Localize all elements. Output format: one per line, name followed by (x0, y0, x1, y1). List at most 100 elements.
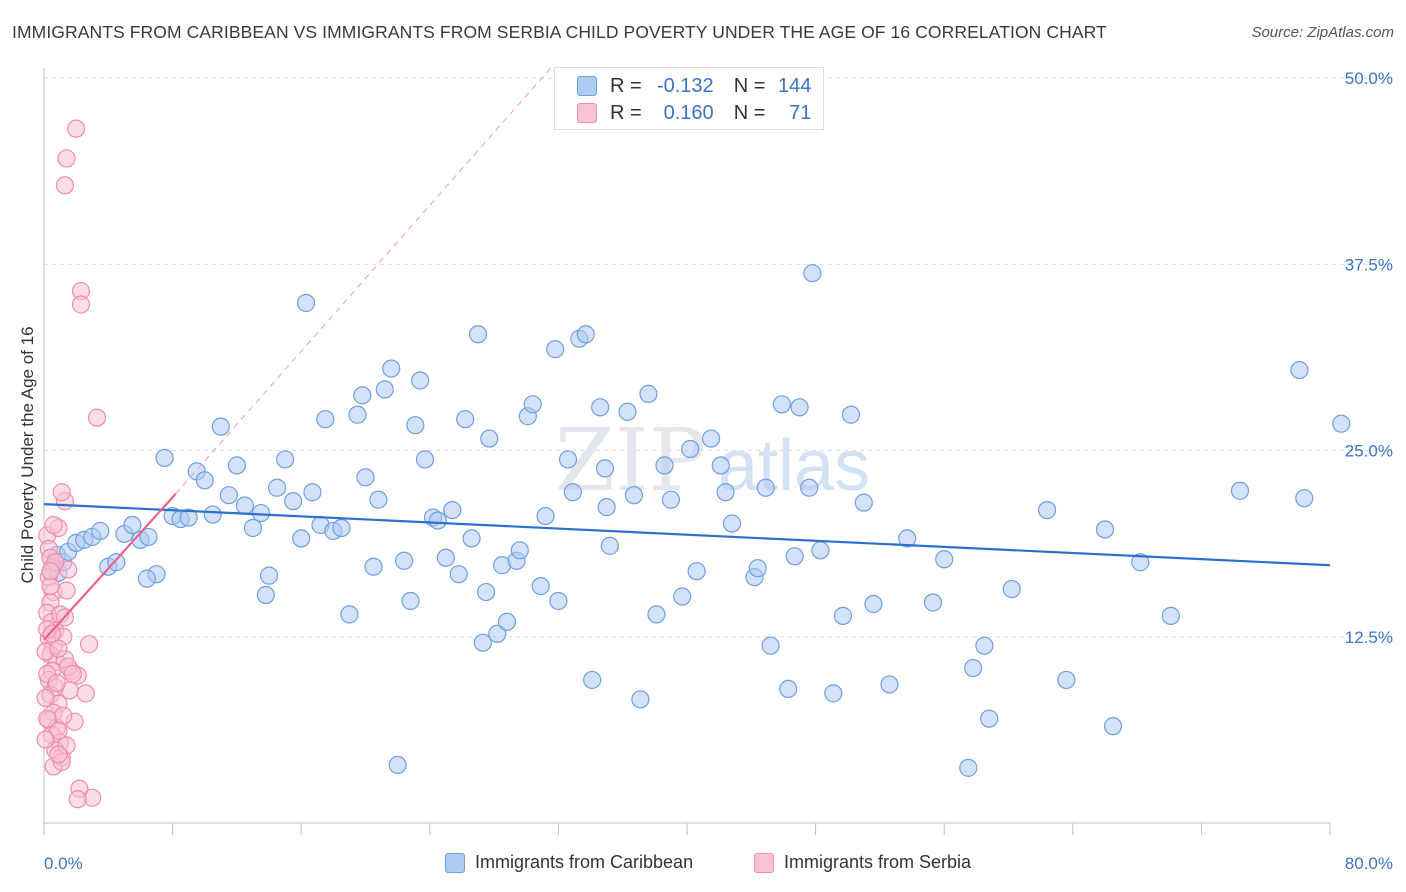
caribbean-point (618, 402, 637, 421)
caribbean-point (772, 395, 791, 414)
caribbean-point (497, 612, 517, 631)
caribbean-point (276, 450, 295, 469)
caribbean-point (1103, 717, 1123, 736)
caribbean-point (576, 325, 595, 344)
caribbean-point (436, 548, 455, 567)
trend-layer (43, 67, 1331, 641)
caribbean-point (137, 569, 156, 588)
caribbean-point (748, 559, 767, 578)
y-tick-label: 50.0% (1345, 69, 1393, 88)
caribbean-point (401, 591, 420, 611)
caribbean-point (267, 478, 287, 497)
caribbean-point (722, 514, 742, 533)
legend-row-caribbean: R = -0.132 N = 144 (577, 74, 811, 98)
caribbean-point (364, 557, 383, 576)
caribbean-point (841, 405, 861, 424)
caribbean-point (833, 606, 853, 625)
caribbean-point (549, 591, 568, 611)
caribbean-point (107, 553, 126, 572)
y-tick-label: 25.0% (1345, 442, 1393, 461)
caribbean-point (1002, 579, 1021, 599)
serbia-point (63, 664, 83, 684)
caribbean-point (476, 582, 496, 602)
caribbean-point (779, 679, 798, 699)
serbia-point (68, 790, 87, 809)
caribbean-point (356, 468, 375, 487)
caribbean-point (488, 624, 507, 643)
caribbean-point (510, 541, 529, 560)
legend-swatch-serbia (577, 103, 597, 123)
serbia-point (41, 562, 60, 581)
caribbean-point (468, 325, 488, 344)
caribbean-point (880, 675, 899, 694)
caribbean-point (631, 690, 650, 709)
caribbean-point (369, 490, 388, 509)
caribbean-point (411, 371, 430, 390)
serbia-point (49, 721, 68, 740)
caribbean-point (259, 566, 279, 585)
caribbean-point (864, 594, 883, 614)
caribbean-point (316, 410, 335, 429)
caribbean-point (790, 398, 809, 417)
legend-row-serbia: R = 0.160 N = 71 (577, 101, 811, 125)
caribbean-point (1332, 414, 1351, 433)
caribbean-point (523, 395, 542, 414)
caribbean-trend-line (43, 503, 1331, 567)
tick-label-layer: 12.5% 25.0% 37.5% 50.0% 0.0% 80.0% (44, 69, 1393, 873)
caribbean-point (473, 633, 492, 652)
caribbean-point (687, 562, 706, 581)
caribbean-point (964, 658, 983, 678)
caribbean-point (1057, 670, 1076, 690)
serbia-point (79, 635, 99, 654)
n-label: N = (733, 74, 766, 97)
serbia-point (57, 581, 76, 600)
r-label: R = (610, 101, 642, 124)
serbia-point (52, 483, 71, 502)
caribbean-point (340, 605, 359, 624)
caribbean-point (824, 684, 843, 703)
serbia-point (71, 295, 91, 314)
y-tick-label: 37.5% (1345, 255, 1393, 274)
caribbean-point (1295, 489, 1314, 508)
y-tick-label: 12.5% (1345, 628, 1393, 647)
caribbean-point (243, 518, 263, 538)
serbia-point (47, 673, 66, 693)
n-value: 144 (778, 74, 812, 97)
legend-item-serbia[interactable]: Immigrants from Serbia (754, 852, 971, 873)
legend-swatch-serbia (754, 852, 774, 873)
caribbean-point (292, 529, 311, 548)
caribbean-point (211, 417, 230, 436)
caribbean-point (583, 670, 602, 690)
caribbean-point (123, 515, 142, 535)
caribbean-point (139, 527, 158, 547)
watermark: ZIP atlas (555, 411, 870, 511)
points-layer (36, 119, 1351, 809)
caribbean-point (716, 483, 735, 502)
caribbean-point (406, 416, 425, 435)
caribbean-point (536, 506, 555, 526)
serbia-point (57, 149, 76, 168)
caribbean-point (388, 755, 407, 774)
caribbean-point (558, 450, 578, 469)
caribbean-point (443, 501, 462, 520)
caribbean-point (1095, 520, 1115, 539)
caribbean-point (462, 529, 481, 548)
caribbean-point (563, 483, 582, 502)
caribbean-point (219, 486, 238, 505)
legend-item-caribbean[interactable]: Immigrants from Caribbean (445, 852, 693, 873)
x-tick-label: 0.0% (44, 854, 83, 873)
n-label: N = (733, 101, 766, 124)
caribbean-point (639, 384, 658, 403)
r-label: R = (610, 74, 642, 97)
caribbean-point (655, 456, 674, 475)
serbia-point (36, 730, 55, 749)
caribbean-point (935, 550, 954, 569)
caribbean-point (1161, 606, 1180, 625)
serbia-point (87, 408, 107, 427)
caribbean-point (235, 496, 255, 515)
caribbean-point (980, 709, 999, 728)
caribbean-point (203, 505, 222, 524)
caribbean-point (296, 293, 316, 313)
caribbean-point (546, 340, 565, 359)
